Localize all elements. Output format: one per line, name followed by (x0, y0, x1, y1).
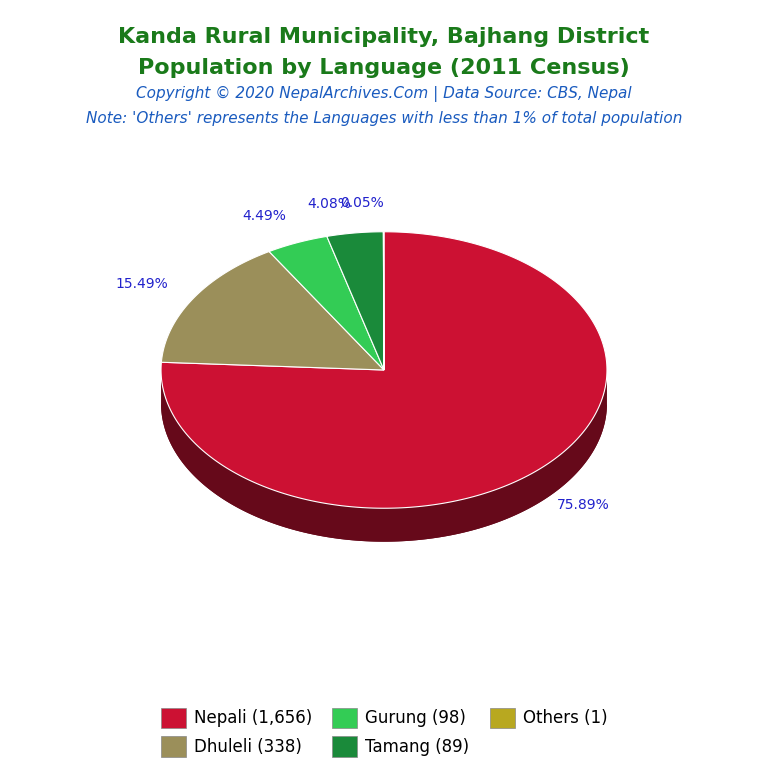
Text: 4.08%: 4.08% (307, 197, 351, 211)
Legend: Nepali (1,656), Dhuleli (338), Gurung (98), Tamang (89), Others (1): Nepali (1,656), Dhuleli (338), Gurung (9… (154, 701, 614, 763)
Text: Copyright © 2020 NepalArchives.Com | Data Source: CBS, Nepal: Copyright © 2020 NepalArchives.Com | Dat… (136, 86, 632, 102)
Polygon shape (161, 403, 607, 541)
Polygon shape (161, 232, 607, 508)
Polygon shape (161, 371, 607, 541)
Text: 15.49%: 15.49% (115, 276, 168, 290)
Text: 0.05%: 0.05% (340, 196, 384, 210)
Text: Population by Language (2011 Census): Population by Language (2011 Census) (138, 58, 630, 78)
Polygon shape (327, 232, 384, 370)
Polygon shape (161, 252, 384, 370)
Text: Kanda Rural Municipality, Bajhang District: Kanda Rural Municipality, Bajhang Distri… (118, 27, 650, 47)
Text: Note: 'Others' represents the Languages with less than 1% of total population: Note: 'Others' represents the Languages … (86, 111, 682, 127)
Polygon shape (269, 237, 384, 370)
Text: 4.49%: 4.49% (242, 209, 286, 223)
Text: 75.89%: 75.89% (557, 498, 610, 512)
